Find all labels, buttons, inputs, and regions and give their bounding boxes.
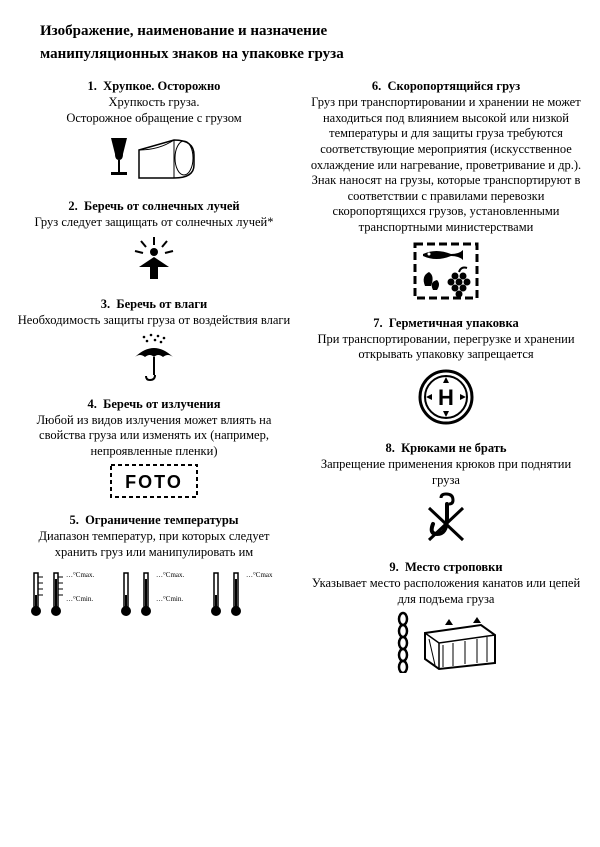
entry-desc: Необходимость защиты груза от воздействи… — [16, 313, 292, 329]
entry-title: 6. Скоропортящийся груз — [308, 79, 584, 94]
entry-desc: Груз при транспортировании и хранении не… — [308, 95, 584, 236]
no-hooks-icon — [308, 492, 584, 546]
entry-title: 4. Беречь от излучения — [16, 397, 292, 412]
foto-icon: FOTO — [16, 463, 292, 499]
entry-title: 9. Место строповки — [308, 560, 584, 575]
page-title: Изображение, наименование и назначение м… — [16, 20, 584, 65]
perishable-icon — [308, 240, 584, 302]
entry-title: 2. Беречь от солнечных лучей — [16, 199, 292, 214]
svg-text:…°Cmax.: …°Cmax. — [156, 571, 185, 579]
title-line-2: манипуляционных знаков на упаковке груза — [40, 46, 344, 62]
entry-radiation: 4. Беречь от излучения Любой из видов из… — [16, 397, 292, 508]
right-column: 6. Скоропортящийся груз Груз при транспо… — [308, 79, 584, 687]
entry-title: 1. Хрупкое. Осторожно — [16, 79, 292, 94]
entry-fragile: 1. Хрупкое. Осторожно Хрупкость груза.Ос… — [16, 79, 292, 193]
entry-no-hooks: 8. Крюками не брать Запрещение применени… — [308, 441, 584, 554]
fragile-icon — [16, 130, 292, 185]
svg-text:…°Cmax: …°Cmax — [246, 571, 273, 579]
entry-temperature: 5. Ограничение температуры Диапазон темп… — [16, 513, 292, 628]
entry-desc: Хрупкость груза.Осторожное обращение с г… — [16, 95, 292, 126]
entry-desc: Указывает место расположения канатов или… — [308, 576, 584, 607]
sunlight-icon — [16, 235, 292, 283]
svg-text:Н: Н — [438, 385, 454, 410]
entry-moisture: 3. Беречь от влаги Необходимость защиты … — [16, 297, 292, 391]
columns: 1. Хрупкое. Осторожно Хрупкость груза.Ос… — [16, 79, 584, 687]
entry-title: 5. Ограничение температуры — [16, 513, 292, 528]
svg-text:…°Cmin.: …°Cmin. — [66, 595, 93, 603]
entry-desc: Любой из видов излучения может влиять на… — [16, 413, 292, 460]
left-column: 1. Хрупкое. Осторожно Хрупкость груза.Ос… — [16, 79, 292, 687]
svg-text:FOTO: FOTO — [125, 472, 183, 492]
svg-text:…°Cmin.: …°Cmin. — [156, 595, 183, 603]
umbrella-icon — [16, 333, 292, 383]
entry-title: 3. Беречь от влаги — [16, 297, 292, 312]
entry-desc: Груз следует защищать от солнечных лучей… — [16, 215, 292, 231]
entry-sunlight: 2. Беречь от солнечных лучей Груз следуе… — [16, 199, 292, 291]
thermometer-icon: …°Cmax. …°Cmin. …°Cmax. …°Cmin. — [16, 565, 292, 621]
title-line-1: Изображение, наименование и назначение — [40, 23, 327, 39]
entry-title: 8. Крюками не брать — [308, 441, 584, 456]
sling-icon — [308, 611, 584, 673]
entry-desc: При транспортировании, перегрузке и хран… — [308, 332, 584, 363]
entry-hermetic: 7. Герметичная упаковка При транспортиро… — [308, 316, 584, 435]
entry-desc: Диапазон температур, при которых следует… — [16, 529, 292, 560]
entry-title: 7. Герметичная упаковка — [308, 316, 584, 331]
hermetic-icon: Н — [308, 367, 584, 427]
entry-desc: Запрещение применения крюков при подняти… — [308, 457, 584, 488]
entry-perishable: 6. Скоропортящийся груз Груз при транспо… — [308, 79, 584, 310]
entry-sling-here: 9. Место строповки Указывает место распо… — [308, 560, 584, 681]
svg-text:…°Cmax.: …°Cmax. — [66, 571, 95, 579]
